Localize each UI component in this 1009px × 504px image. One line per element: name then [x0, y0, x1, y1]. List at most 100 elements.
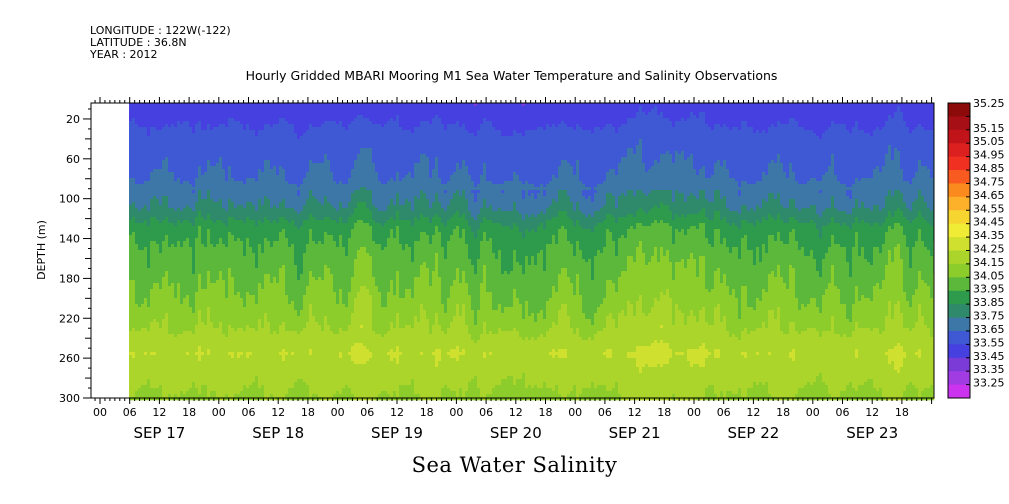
heatmap-cell — [234, 280, 237, 283]
heatmap-cell — [231, 352, 234, 355]
heatmap-cell — [228, 295, 231, 298]
heatmap-cell — [240, 220, 243, 223]
heatmap-cell — [204, 331, 207, 334]
heatmap-cell — [267, 181, 270, 184]
heatmap-cell — [246, 130, 249, 133]
heatmap-cell — [222, 322, 225, 325]
heatmap-cell — [171, 190, 174, 193]
heatmap-cell — [252, 133, 255, 136]
heatmap-cell — [186, 364, 189, 367]
heatmap-cell — [177, 166, 180, 169]
heatmap-cell — [231, 268, 234, 271]
heatmap-cell — [216, 148, 219, 151]
heatmap-cell — [264, 217, 267, 220]
heatmap-cell — [261, 262, 264, 265]
heatmap-cell — [150, 175, 153, 178]
heatmap-cell — [219, 199, 222, 202]
heatmap-cell — [138, 217, 141, 220]
heatmap-cell — [240, 154, 243, 157]
heatmap-cell — [174, 361, 177, 364]
heatmap-cell — [261, 169, 264, 172]
heatmap-cell — [147, 283, 150, 286]
heatmap-cell — [150, 133, 153, 136]
heatmap-cell — [144, 235, 147, 238]
heatmap-cell — [135, 181, 138, 184]
heatmap-cell — [138, 106, 141, 109]
heatmap-cell — [186, 298, 189, 301]
heatmap-cell — [141, 124, 144, 127]
heatmap-cell — [228, 370, 231, 373]
heatmap-cell — [159, 235, 162, 238]
heatmap-cell — [174, 358, 177, 361]
heatmap-cell — [210, 313, 213, 316]
heatmap-cell — [225, 319, 228, 322]
heatmap-cell — [198, 379, 201, 382]
heatmap-cell — [270, 295, 273, 298]
heatmap-cell — [228, 307, 231, 310]
heatmap-cell — [132, 205, 135, 208]
heatmap-cell — [204, 271, 207, 274]
heatmap-cell — [231, 175, 234, 178]
heatmap-cell — [252, 211, 255, 214]
heatmap-cell — [267, 292, 270, 295]
heatmap-cell — [171, 277, 174, 280]
heatmap-cell — [186, 139, 189, 142]
heatmap-cell — [261, 376, 264, 379]
heatmap-cell — [225, 187, 228, 190]
heatmap-cell — [261, 166, 264, 169]
heatmap-cell — [231, 373, 234, 376]
heatmap-cell — [159, 166, 162, 169]
heatmap-cell — [255, 391, 258, 394]
heatmap-cell — [267, 277, 270, 280]
heatmap-cell — [237, 172, 240, 175]
heatmap-cell — [192, 124, 195, 127]
heatmap-cell — [192, 178, 195, 181]
heatmap-cell — [231, 277, 234, 280]
heatmap-cell — [183, 346, 186, 349]
heatmap-cell — [129, 355, 132, 358]
heatmap-cell — [165, 391, 168, 394]
heatmap-cell — [165, 277, 168, 280]
heatmap-cell — [264, 139, 267, 142]
heatmap-cell — [201, 307, 204, 310]
heatmap-cell — [225, 370, 228, 373]
heatmap-cell — [201, 115, 204, 118]
heatmap-cell — [216, 286, 219, 289]
heatmap-cell — [207, 271, 210, 274]
heatmap-cell — [132, 121, 135, 124]
heatmap-cell — [168, 253, 171, 256]
heatmap-cell — [159, 208, 162, 211]
heatmap-cell — [135, 328, 138, 331]
heatmap-cell — [156, 262, 159, 265]
heatmap-cell — [186, 376, 189, 379]
heatmap-cell — [213, 190, 216, 193]
heatmap-cell — [147, 148, 150, 151]
heatmap-cell — [270, 367, 273, 370]
heatmap-cell — [174, 385, 177, 388]
heatmap-cell — [195, 166, 198, 169]
heatmap-cell — [234, 247, 237, 250]
heatmap-cell — [177, 265, 180, 268]
heatmap-cell — [129, 352, 132, 355]
heatmap-cell — [174, 163, 177, 166]
heatmap-cell — [264, 121, 267, 124]
heatmap-cell — [267, 154, 270, 157]
heatmap-cell — [189, 262, 192, 265]
heatmap-cell — [234, 136, 237, 139]
heatmap-cell — [210, 157, 213, 160]
heatmap-cell — [147, 229, 150, 232]
heatmap-cell — [138, 160, 141, 163]
heatmap-cell — [249, 364, 252, 367]
heatmap-cell — [216, 352, 219, 355]
heatmap-cell — [228, 373, 231, 376]
heatmap-cell — [180, 262, 183, 265]
heatmap-cell — [261, 358, 264, 361]
heatmap-cell — [141, 181, 144, 184]
heatmap-cell — [162, 259, 165, 262]
heatmap-cell — [240, 109, 243, 112]
heatmap-cell — [189, 295, 192, 298]
heatmap-cell — [219, 109, 222, 112]
heatmap-cell — [240, 370, 243, 373]
heatmap-cell — [138, 124, 141, 127]
